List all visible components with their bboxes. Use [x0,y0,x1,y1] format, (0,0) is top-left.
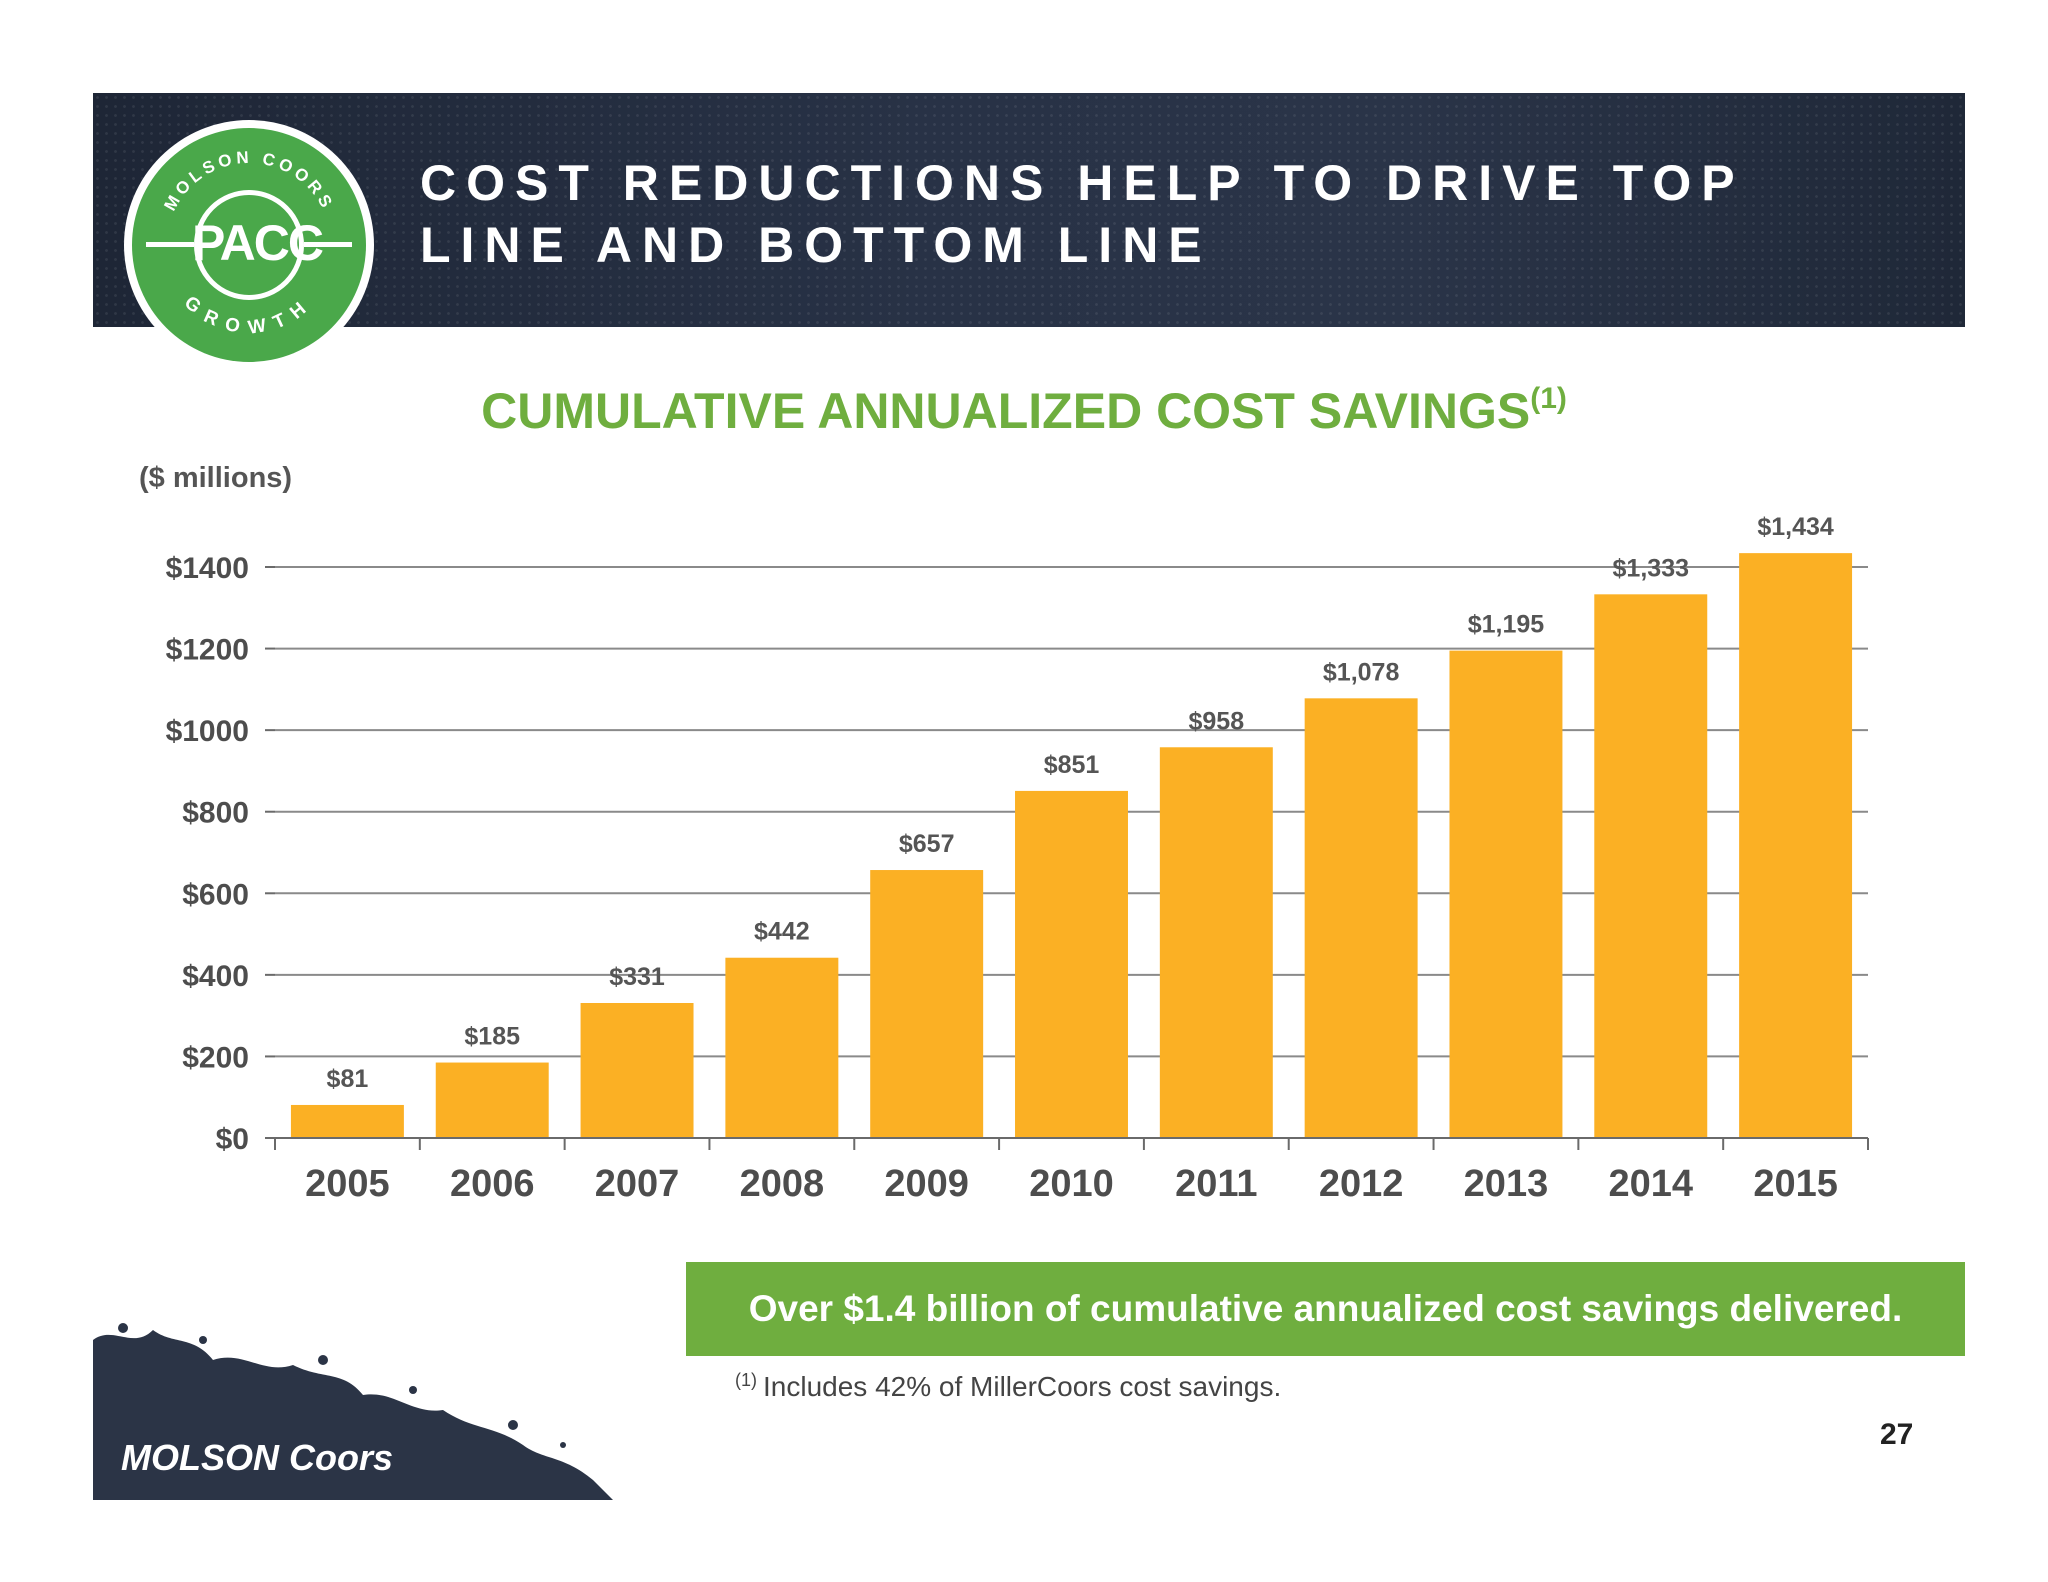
data-label: $1,434 [1757,513,1834,541]
bar-2011 [1159,747,1273,1138]
x-tick-label: 2014 [1608,1163,1693,1205]
badge-center-ring [194,190,304,300]
y-tick-label: $600 [182,878,249,911]
footnote-text: Includes 42% of MillerCoors cost savings… [763,1371,1282,1402]
x-tick-label: 2008 [740,1163,825,1205]
bar-2007 [580,1002,694,1138]
callout-banner: Over $1.4 billion of cumulative annualiz… [686,1262,1965,1356]
data-label: $657 [899,830,955,858]
data-label: $851 [1044,751,1100,779]
bar-2009 [870,870,984,1138]
y-tick-label: $400 [182,960,249,993]
slide-title-line-1: COST REDUCTIONS HELP TO DRIVE TOP [420,155,1745,211]
y-tick-label: $200 [182,1041,249,1074]
badge-green-disc: MOLSON COORS GROWTH PACC [132,128,366,362]
data-label: $958 [1189,707,1245,735]
header-banner [93,93,1965,327]
footnote-marker: (1) [735,1370,757,1390]
bar-2014 [1594,594,1708,1138]
x-tick-label: 2012 [1319,1163,1404,1205]
chart-title-superscript: (1) [1530,382,1567,415]
badge-center-text: PACC [192,215,324,271]
page-number: 27 [1880,1418,1914,1451]
bar-2015 [1739,553,1853,1138]
x-tick-label: 2009 [884,1163,969,1205]
x-tick-label: 2005 [305,1163,390,1205]
bar-2006 [435,1062,549,1138]
data-label: $1,333 [1613,554,1689,582]
data-label: $1,195 [1468,611,1545,639]
callout-text: Over $1.4 billion of cumulative annualiz… [748,1288,1903,1329]
bar-2010 [1015,790,1128,1138]
molson-coors-logo: MOLSON Coors [93,1323,613,1500]
bar-2005 [290,1104,404,1138]
data-label: $185 [464,1023,520,1051]
bar-2008 [725,957,839,1138]
pacc-growth-badge: MOLSON COORS GROWTH PACC [124,120,374,370]
logo-text: MOLSON Coors [121,1437,393,1478]
chart-title-text: CUMULATIVE ANNUALIZED COST SAVINGS [481,383,1531,439]
x-tick-label: 2015 [1753,1163,1838,1205]
x-tick-label: 2007 [595,1163,680,1205]
y-tick-label: $1000 [166,715,249,748]
slide-title: COST REDUCTIONS HELP TO DRIVE TOP LINE A… [420,152,1820,276]
y-tick-label: $0 [216,1123,249,1156]
x-tick-label: 2011 [1175,1163,1257,1205]
y-tick-label: $1400 [166,552,249,585]
units-label: ($ millions) [139,462,293,494]
data-label: $1,078 [1323,658,1400,686]
bar-2012 [1304,698,1418,1138]
badge-line-right [304,242,352,247]
x-tick-label: 2010 [1029,1163,1114,1205]
y-tick-label: $1200 [166,634,249,667]
chart-title: CUMULATIVE ANNUALIZED COST SAVINGS(1) [0,382,2048,440]
badge-line-left [146,242,194,247]
data-label: $331 [609,963,665,991]
data-label: $81 [327,1065,369,1093]
y-tick-label: $800 [182,797,249,830]
bar-2013 [1449,650,1563,1138]
slide-title-line-2: LINE AND BOTTOM LINE [420,217,1212,273]
x-tick-label: 2013 [1464,1163,1549,1205]
data-label: $442 [754,918,810,946]
x-tick-label: 2006 [450,1163,535,1205]
footnote: (1) Includes 42% of MillerCoors cost savi… [735,1370,1281,1403]
